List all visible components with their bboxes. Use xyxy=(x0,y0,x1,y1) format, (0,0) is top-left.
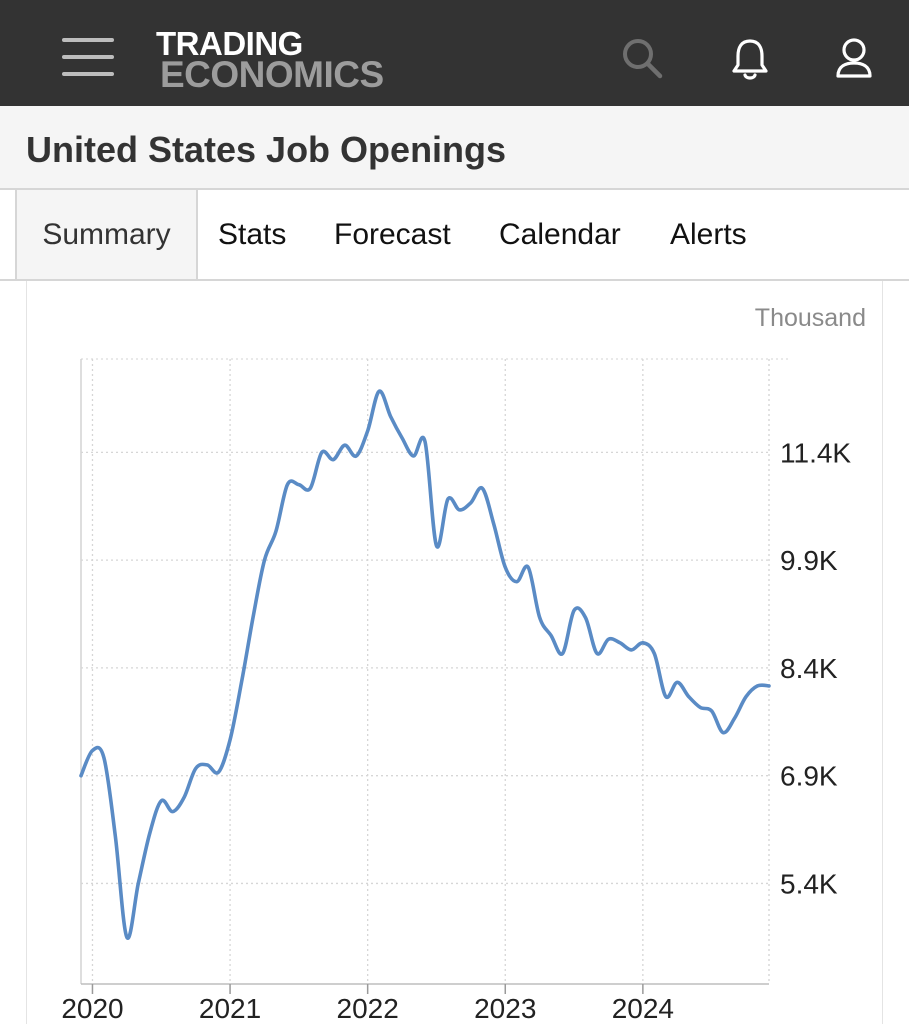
menu-bar xyxy=(62,72,114,76)
tab-bar: Summary Stats Forecast Calendar Alerts xyxy=(0,190,909,281)
x-tick-label: 2023 xyxy=(474,993,536,1024)
tab-stats[interactable]: Stats xyxy=(218,218,287,251)
y-axis-labels: 5.4K 6.9K 8.4K 9.9K 11.4K xyxy=(780,437,851,899)
y-tick-label: 5.4K xyxy=(780,868,838,899)
job-openings-chart: Thousand 2020 2021 2022 2023 2024 5.4K 6.9K 8.… xyxy=(61,304,866,1024)
menu-bar xyxy=(62,55,114,59)
title-bar: United States Job Openings xyxy=(0,106,909,190)
grid-layer xyxy=(80,358,789,994)
logo-line2: ECONOMICS xyxy=(160,54,384,95)
tab-calendar[interactable]: Calendar xyxy=(499,218,621,251)
x-tick-label: 2020 xyxy=(61,993,123,1024)
search-icon[interactable] xyxy=(618,34,666,82)
y-tick-label: 9.9K xyxy=(780,545,838,576)
tab-summary[interactable]: Summary xyxy=(15,190,198,279)
job-openings-line xyxy=(79,389,771,940)
menu-bar xyxy=(62,38,114,42)
top-navigation-bar: TRADING ECONOMICS xyxy=(0,0,909,106)
x-tick-label: 2024 xyxy=(612,993,674,1024)
y-tick-label: 6.9K xyxy=(780,761,838,792)
user-icon[interactable] xyxy=(830,34,878,82)
x-tick-label: 2021 xyxy=(199,993,261,1024)
trading-economics-logo[interactable]: TRADING ECONOMICS xyxy=(156,26,416,96)
x-axis-labels: 2020 2021 2022 2023 2024 xyxy=(61,993,674,1024)
series-layer xyxy=(79,389,771,940)
chart-panel: Thousand 2020 2021 2022 2023 2024 5.4K 6.9K 8.… xyxy=(26,281,883,1024)
logo-line1: TRADING xyxy=(156,25,303,62)
y-tick-label: 8.4K xyxy=(780,653,838,684)
page-title: United States Job Openings xyxy=(26,129,507,170)
bell-icon[interactable] xyxy=(726,34,774,82)
tab-alerts[interactable]: Alerts xyxy=(670,218,747,251)
menu-icon[interactable] xyxy=(62,36,116,78)
tab-forecast[interactable]: Forecast xyxy=(334,218,451,251)
x-tick-label: 2022 xyxy=(337,993,399,1024)
unit-label: Thousand xyxy=(755,304,866,332)
y-tick-label: 11.4K xyxy=(780,437,851,468)
